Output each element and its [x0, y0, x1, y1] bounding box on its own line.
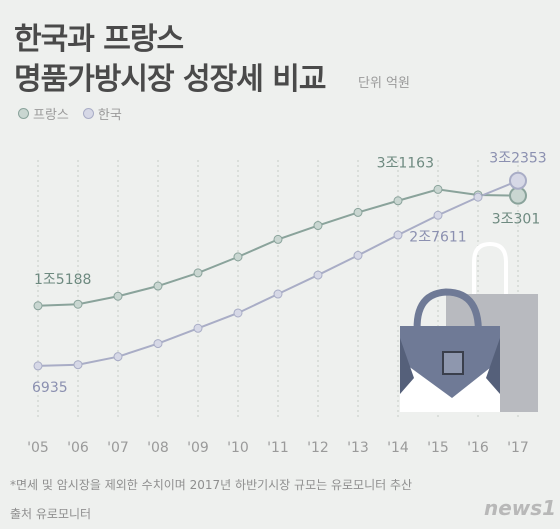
data-label: 2조7611 — [409, 229, 466, 245]
data-point — [273, 289, 283, 299]
handbag-handle-icon — [413, 288, 482, 341]
data-label: 6935 — [32, 380, 68, 396]
legend-item-france: 프랑스 — [18, 104, 69, 123]
x-tick-label: '12 — [307, 440, 329, 456]
data-point — [73, 360, 83, 370]
data-point — [233, 308, 243, 318]
data-point — [353, 207, 363, 217]
handbag-side-left-icon — [400, 338, 414, 394]
data-point — [33, 301, 43, 311]
x-tick-label: '09 — [187, 440, 209, 456]
bag-illustration — [400, 241, 538, 412]
shopping-bag-handle-icon — [472, 241, 508, 296]
x-tick-label: '14 — [387, 440, 409, 456]
chart-title-line2: 명품가방시장 성장세 비교 — [14, 62, 326, 97]
news1-logo: news1 — [484, 496, 557, 520]
handbag-side-right-icon — [486, 338, 500, 394]
data-point — [193, 323, 203, 333]
data-label: 3조1163 — [377, 155, 434, 171]
data-point — [153, 281, 163, 291]
x-tick-label: '13 — [347, 440, 369, 456]
x-tick-label: '05 — [27, 440, 49, 456]
data-label: 3조301 — [492, 212, 541, 228]
data-point — [509, 186, 527, 205]
x-tick-label: '15 — [427, 440, 449, 456]
data-label: 3조2353 — [489, 151, 546, 167]
data-point — [193, 268, 203, 278]
x-axis-ticks: '05 '06 '07 '08 '09 '10 '11 '12 '13 '14 '15 '16 '17 — [27, 440, 529, 456]
legend-label-korea: 한국 — [97, 108, 122, 123]
footnote: *면세 및 암시장을 제외한 수치이며 2017년 하반기시장 규모는 유로모니… — [10, 478, 413, 492]
data-point — [273, 234, 283, 244]
legend-item-korea: 한국 — [82, 104, 122, 123]
data-point — [393, 196, 403, 206]
data-point — [473, 192, 483, 202]
source: 출처 유로모니터 — [10, 507, 92, 521]
unit-label: 단위 억원 — [358, 76, 410, 91]
data-point — [73, 299, 83, 309]
legend-label-france: 프랑스 — [33, 108, 69, 123]
data-point — [113, 291, 123, 301]
x-tick-label: '11 — [267, 440, 289, 456]
x-tick-label: '17 — [507, 440, 529, 456]
handbag-clasp-icon — [442, 351, 464, 375]
data-point — [33, 361, 43, 371]
data-point — [433, 210, 443, 220]
data-point — [353, 250, 363, 260]
chart-title-line1: 한국과 프랑스 — [14, 22, 184, 57]
series-layer: 1조5188 3조1163 3조301 6935 2조7611 3조2353 — [32, 151, 547, 396]
data-point — [509, 171, 527, 190]
legend: 프랑스 한국 — [18, 104, 122, 123]
data-point — [153, 339, 163, 349]
x-tick-label: '16 — [467, 440, 489, 456]
legend-dot-korea — [82, 108, 94, 119]
x-tick-label: '07 — [107, 440, 129, 456]
data-point — [233, 252, 243, 262]
data-point — [393, 230, 403, 240]
data-point — [313, 221, 323, 231]
x-tick-label: '08 — [147, 440, 169, 456]
legend-dot-france — [18, 108, 29, 119]
x-tick-label: '10 — [227, 440, 249, 456]
data-label: 1조5188 — [34, 272, 91, 288]
data-point — [313, 270, 323, 280]
x-tick-label: '06 — [67, 440, 89, 456]
data-point — [113, 352, 123, 362]
data-point — [433, 184, 443, 194]
